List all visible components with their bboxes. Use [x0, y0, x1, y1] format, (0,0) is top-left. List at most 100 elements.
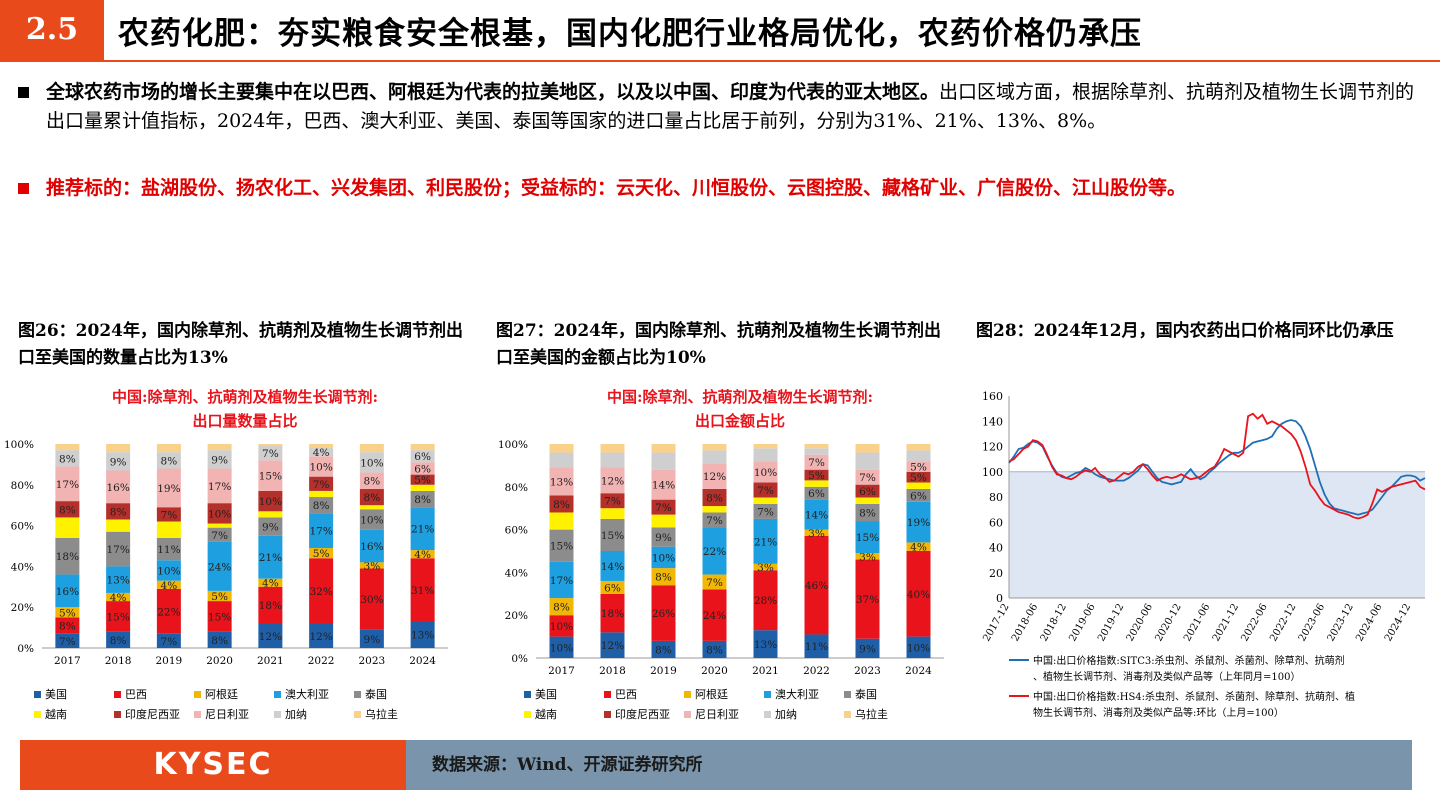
- data-label: 3%: [859, 551, 876, 563]
- y-tick-label: 60: [989, 516, 1003, 529]
- bar-segment: [600, 551, 625, 581]
- data-label: 12%: [703, 471, 726, 483]
- bar-segment: [651, 527, 676, 547]
- bar-segment: [359, 562, 384, 569]
- bar-segment: [410, 484, 435, 491]
- data-label: 8%: [110, 635, 127, 647]
- bar-segment: [753, 444, 778, 449]
- legend-swatch: [114, 691, 121, 698]
- bar-segment: [651, 469, 676, 500]
- data-label: 13%: [754, 639, 777, 651]
- legend-label: 澳大利亚: [285, 687, 329, 701]
- bullet-square-icon: [18, 87, 29, 98]
- data-label: 26%: [652, 608, 675, 620]
- bar-segment: [207, 450, 232, 469]
- data-label: 8%: [59, 621, 76, 633]
- data-label: 18%: [56, 551, 79, 563]
- bar-segment: [549, 444, 574, 453]
- y-tick-label: 0%: [17, 643, 34, 655]
- legend-label: 美国: [45, 688, 67, 701]
- bar-segment: [258, 517, 283, 536]
- legend-swatch: [844, 711, 851, 718]
- chart-title-line2: 出口金额占比: [695, 412, 785, 430]
- bar-segment: [702, 450, 727, 464]
- legend-swatch: [604, 711, 611, 718]
- bar-segment: [207, 468, 232, 504]
- y-tick-label: 40%: [505, 567, 528, 579]
- bar-segment: [207, 541, 232, 591]
- data-label: 31%: [411, 585, 434, 597]
- bar-segment: [309, 558, 334, 624]
- data-label: 17%: [106, 544, 129, 556]
- bar-segment: [55, 633, 80, 648]
- data-label: 21%: [754, 536, 777, 548]
- data-label: 7%: [757, 506, 774, 518]
- data-label: 8%: [211, 635, 228, 647]
- data-label: 4%: [910, 542, 927, 554]
- bar-segment: [651, 514, 676, 528]
- data-label: 8%: [706, 493, 723, 505]
- bar-segment: [55, 574, 80, 608]
- bar-segment: [309, 456, 334, 477]
- bar-segment: [359, 629, 384, 648]
- x-tick-label: 2019-12: [1096, 602, 1126, 643]
- data-label: 4%: [161, 580, 178, 592]
- x-tick-label: 2018: [105, 655, 132, 667]
- data-label: 8%: [859, 507, 876, 519]
- data-label: 7%: [604, 496, 621, 508]
- data-label: 10%: [360, 514, 383, 526]
- bar-segment: [309, 476, 334, 491]
- bar-segment: [906, 636, 931, 658]
- chart-title-line1: 中国:除草剂、抗萌剂及植物生长调节剂:: [112, 388, 378, 406]
- bar-segment: [906, 488, 931, 502]
- data-label: 15%: [259, 471, 282, 483]
- x-tick-label: 2019: [650, 665, 677, 677]
- bar-segment: [359, 452, 384, 473]
- bar-segment: [410, 490, 435, 508]
- bar-segment: [156, 588, 181, 634]
- data-label: 24%: [703, 610, 726, 622]
- bar-segment: [549, 598, 574, 616]
- data-label: 12%: [259, 631, 282, 643]
- bar-segment: [106, 592, 131, 602]
- data-label: 12%: [309, 631, 332, 643]
- data-label: 8%: [553, 602, 570, 614]
- data-label: 13%: [411, 630, 434, 642]
- bar-segment: [207, 523, 232, 528]
- legend-swatch: [764, 691, 771, 698]
- data-label: 7%: [59, 636, 76, 648]
- chart-quantity-share: 中国:除草剂、抗萌剂及植物生长调节剂: 出口量数量占比 0% 20% 40% 60% 80%…: [4, 388, 448, 721]
- data-label: 21%: [411, 524, 434, 536]
- data-label: 16%: [360, 541, 383, 553]
- data-label: 5%: [414, 475, 431, 487]
- legend-label-yoy: 中国:出口价格指数:SITC3:杀虫剂、杀鼠剂、杀菌剂、除草剂、抗萌剂: [1033, 654, 1345, 667]
- x-tick-label: 2020: [701, 665, 728, 677]
- data-label: 9%: [655, 532, 672, 544]
- data-label: 7%: [655, 502, 672, 514]
- x-tick-label: 2021: [257, 655, 284, 667]
- x-tick-label: 2017-12: [981, 602, 1011, 643]
- bar-segment: [855, 638, 880, 658]
- data-label: 10%: [550, 642, 573, 654]
- bar-segment: [549, 636, 574, 658]
- y-tick-label: 20%: [11, 602, 34, 614]
- data-label: 8%: [655, 644, 672, 656]
- legend-label-mom: 物生长调节剂、消毒剂及类似产品等:环比（上月=100）: [1033, 706, 1284, 719]
- legend-swatch: [114, 711, 121, 718]
- legend-swatch: [194, 711, 201, 718]
- bar-segment: [258, 623, 283, 648]
- bar-segment: [410, 444, 435, 451]
- data-label: 8%: [110, 506, 127, 518]
- x-tick-label: 2024-06: [1354, 602, 1384, 643]
- legend-label: 巴西: [125, 688, 147, 701]
- bar-segment: [55, 537, 80, 575]
- bar-segment: [258, 586, 283, 624]
- x-tick-label: 2023: [359, 655, 386, 667]
- data-label: 9%: [211, 454, 228, 466]
- data-label: 7%: [161, 509, 178, 521]
- data-label: 13%: [106, 575, 129, 587]
- bar-segment: [156, 633, 181, 648]
- bar-segment: [804, 634, 829, 658]
- data-label: 7%: [706, 515, 723, 527]
- bar-segment: [804, 486, 829, 500]
